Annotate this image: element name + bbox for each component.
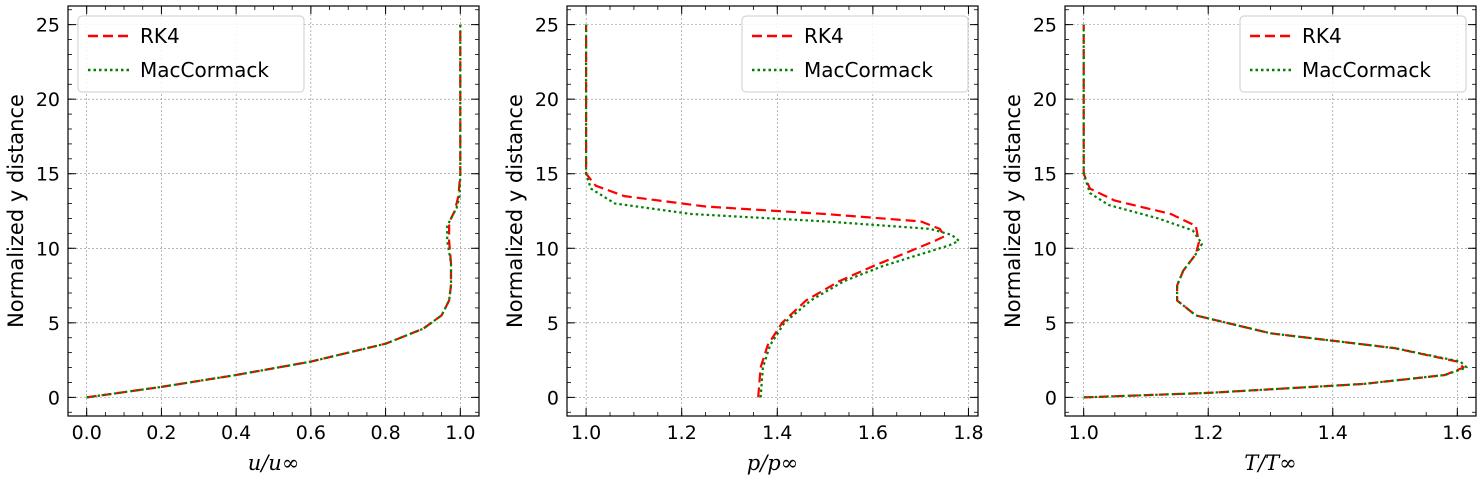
y-tick-label: 15 <box>1033 164 1057 186</box>
y-tick-label: 15 <box>36 164 60 186</box>
legend-label-maccormack: MacCormack <box>1302 58 1431 82</box>
y-tick-label: 5 <box>1045 313 1057 335</box>
y-tick-label: 5 <box>48 313 60 335</box>
subplot-3: 1.0 1.2 1.4 1.6 0 5 10 15 20 25 T/T∞ Normalized y d… <box>1001 5 1477 475</box>
x-tick-label: 1.0 <box>1069 422 1099 444</box>
legend-box <box>1239 15 1467 93</box>
x-tick-label: 0.6 <box>296 422 326 444</box>
x-tick-label: 1.0 <box>445 422 475 444</box>
y-tick-label: 15 <box>535 164 559 186</box>
legend-label-maccormack: MacCormack <box>140 58 269 82</box>
legend-box <box>741 15 969 93</box>
y-tick-label: 25 <box>1033 15 1057 37</box>
x-tick-label: 1.2 <box>667 422 697 444</box>
y-axis-label: Normalized y distance <box>1001 94 1025 328</box>
y-tick-label: 10 <box>36 238 60 260</box>
legend-label-rk4: RK4 <box>140 24 180 48</box>
y-tick-label: 20 <box>535 89 559 111</box>
y-tick-label: 10 <box>535 238 559 260</box>
series-line-rk4 <box>86 24 462 399</box>
x-axis-label: p/p∞ <box>747 451 798 475</box>
axes-frame <box>566 5 979 417</box>
x-tick-label: 1.2 <box>1193 422 1223 444</box>
x-tick-label: 1.0 <box>571 422 601 444</box>
y-axis-label: Normalized y distance <box>503 94 527 328</box>
y-tick-label: 0 <box>48 387 60 409</box>
subplot-1: 0.0 0.2 0.4 0.6 0.8 1.0 0 5 10 15 20 25 u/u∞ Normaliz… <box>4 5 480 475</box>
y-axis-label: Normalized y distance <box>4 94 28 328</box>
legend: RK4 MacCormack <box>741 15 969 93</box>
x-axis-label: u/u∞ <box>248 451 300 475</box>
x-tick-label: 0.2 <box>146 422 176 444</box>
x-tick-label: 1.6 <box>1442 422 1472 444</box>
x-tick-label: 1.4 <box>1318 422 1348 444</box>
legend-label-rk4: RK4 <box>804 24 844 48</box>
y-tick-label: 5 <box>547 313 559 335</box>
x-tick-label: 1.6 <box>858 422 888 444</box>
x-tick-label: 1.4 <box>762 422 792 444</box>
y-tick-label: 20 <box>1033 89 1057 111</box>
legend-label-maccormack: MacCormack <box>804 58 933 82</box>
legend-label-rk4: RK4 <box>1302 24 1342 48</box>
x-tick-label: 0.4 <box>221 422 251 444</box>
x-axis-label: T/T∞ <box>1244 451 1297 475</box>
y-tick-label: 0 <box>547 387 559 409</box>
series-line-maccormack <box>584 24 961 398</box>
x-tick-label: 0.0 <box>72 422 102 444</box>
legend: RK4 MacCormack <box>77 15 305 93</box>
series-line-maccormack <box>1082 24 1468 399</box>
x-tick-label: 0.8 <box>370 422 400 444</box>
y-tick-label: 25 <box>36 15 60 37</box>
x-tick-label: 1.8 <box>953 422 983 444</box>
y-tick-label: 10 <box>1033 238 1057 260</box>
legend: RK4 MacCormack <box>1239 15 1467 93</box>
y-tick-label: 25 <box>535 15 559 37</box>
legend-box <box>77 15 305 93</box>
subplot-2: 1.0 1.2 1.4 1.6 1.8 0 5 10 15 20 25 p/p∞ Normalized … <box>503 5 984 475</box>
series-line-rk4 <box>584 24 946 398</box>
y-tick-label: 0 <box>1045 387 1057 409</box>
y-tick-label: 20 <box>36 89 60 111</box>
